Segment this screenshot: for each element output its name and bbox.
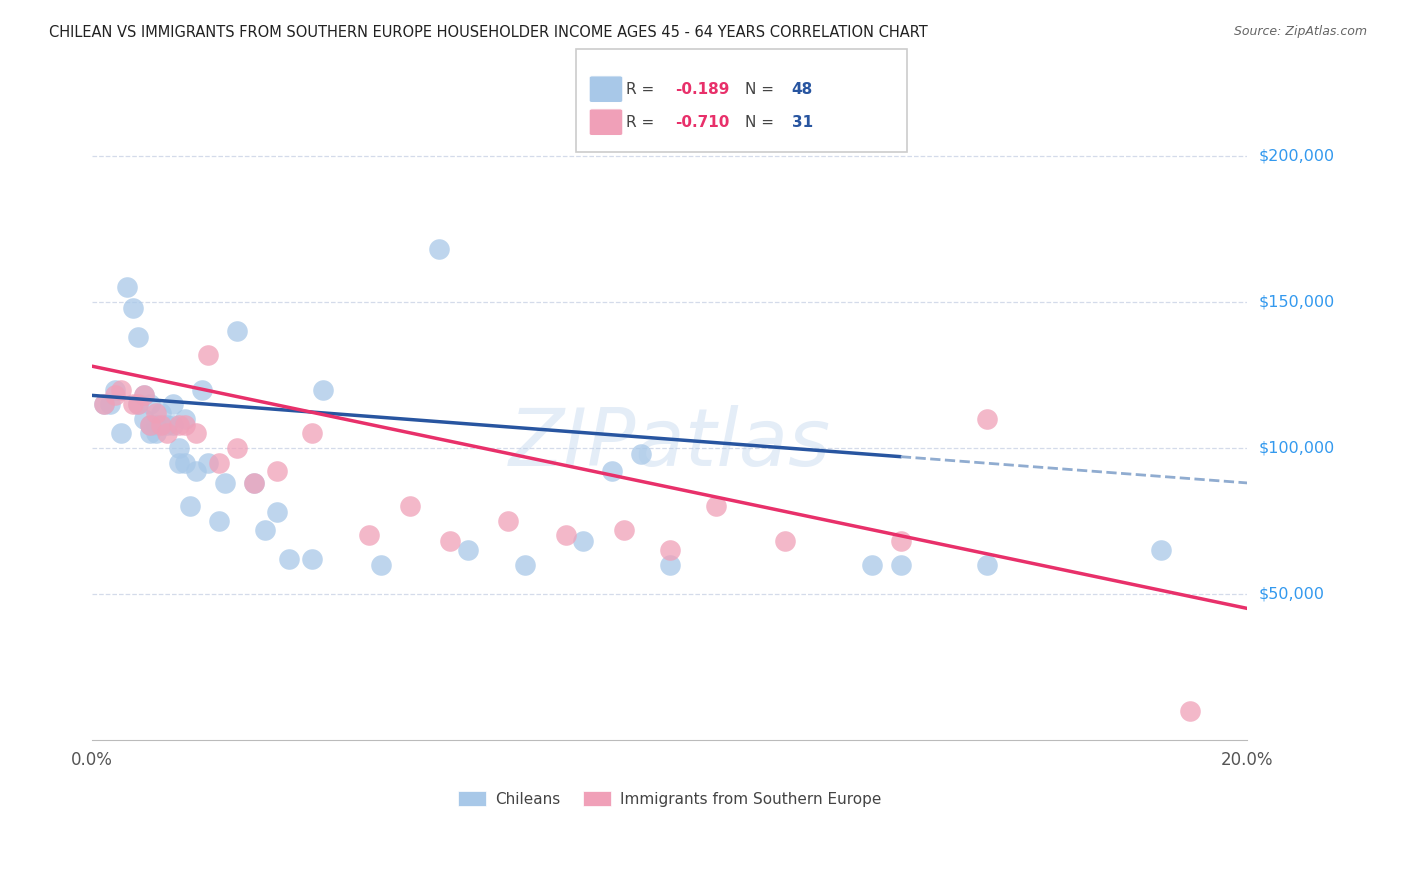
Point [145, 426, 167, 441]
Point [208, 514, 231, 528]
Text: 31: 31 [792, 115, 813, 129]
Text: R =: R = [626, 115, 659, 129]
Point [167, 456, 190, 470]
Point [658, 558, 681, 572]
Point [134, 388, 156, 402]
Point [359, 528, 381, 542]
Point [121, 301, 143, 315]
Point [890, 558, 912, 572]
Point [186, 464, 208, 478]
Point [976, 558, 998, 572]
Point [277, 551, 299, 566]
Point [399, 500, 422, 514]
Point [554, 528, 576, 542]
Point [98, 397, 121, 411]
Point [93, 397, 115, 411]
Point [496, 514, 519, 528]
Point [704, 500, 727, 514]
Point [150, 406, 173, 420]
Point [860, 558, 883, 572]
Point [890, 534, 912, 549]
Point [167, 441, 190, 455]
Point [156, 426, 179, 441]
Text: -0.189: -0.189 [675, 82, 730, 96]
Point [162, 397, 184, 411]
Text: $150,000: $150,000 [1258, 294, 1334, 310]
Point [439, 534, 461, 549]
Point [243, 475, 266, 490]
Point [613, 523, 636, 537]
Point [225, 441, 247, 455]
Point [173, 417, 195, 432]
Point [110, 426, 132, 441]
Point [173, 456, 195, 470]
Point [572, 534, 595, 549]
Point [976, 411, 998, 425]
Point [110, 383, 132, 397]
Point [173, 411, 195, 425]
Text: -0.710: -0.710 [675, 115, 730, 129]
Text: 48: 48 [792, 82, 813, 96]
Point [167, 417, 190, 432]
Point [145, 406, 167, 420]
Point [1150, 543, 1173, 558]
Point [225, 324, 247, 338]
Point [127, 330, 149, 344]
Point [266, 505, 288, 519]
Legend: Chileans, Immigrants from Southern Europe: Chileans, Immigrants from Southern Europ… [453, 784, 887, 813]
Text: N =: N = [745, 115, 779, 129]
Point [139, 397, 162, 411]
Point [600, 464, 623, 478]
Text: $200,000: $200,000 [1258, 149, 1334, 163]
Point [145, 417, 167, 432]
Point [301, 426, 323, 441]
Point [134, 388, 156, 402]
Text: ZIPatlas: ZIPatlas [509, 406, 831, 483]
Point [93, 397, 115, 411]
Point [139, 417, 162, 432]
Text: R =: R = [626, 82, 659, 96]
Point [658, 543, 681, 558]
Point [104, 383, 127, 397]
Point [191, 383, 214, 397]
Point [208, 456, 231, 470]
Point [179, 500, 201, 514]
Point [630, 447, 652, 461]
Text: N =: N = [745, 82, 779, 96]
Point [214, 475, 236, 490]
Point [150, 417, 173, 432]
Text: $100,000: $100,000 [1258, 441, 1334, 456]
Point [139, 426, 162, 441]
Point [370, 558, 392, 572]
Point [254, 523, 277, 537]
Point [134, 411, 156, 425]
Point [186, 426, 208, 441]
Point [243, 475, 266, 490]
Point [1178, 704, 1201, 718]
Text: Source: ZipAtlas.com: Source: ZipAtlas.com [1233, 25, 1367, 38]
Text: CHILEAN VS IMMIGRANTS FROM SOUTHERN EUROPE HOUSEHOLDER INCOME AGES 45 - 64 YEARS: CHILEAN VS IMMIGRANTS FROM SOUTHERN EURO… [49, 25, 928, 40]
Point [121, 397, 143, 411]
Point [127, 397, 149, 411]
Point [301, 551, 323, 566]
Point [197, 456, 219, 470]
Point [427, 243, 450, 257]
Point [127, 397, 149, 411]
Point [162, 417, 184, 432]
Text: $50,000: $50,000 [1258, 586, 1324, 601]
Point [115, 280, 138, 294]
Point [139, 417, 162, 432]
Point [775, 534, 797, 549]
Point [104, 388, 127, 402]
Point [312, 383, 335, 397]
Point [197, 347, 219, 361]
Point [266, 464, 288, 478]
Point [457, 543, 479, 558]
Point [515, 558, 537, 572]
Point [156, 417, 179, 432]
